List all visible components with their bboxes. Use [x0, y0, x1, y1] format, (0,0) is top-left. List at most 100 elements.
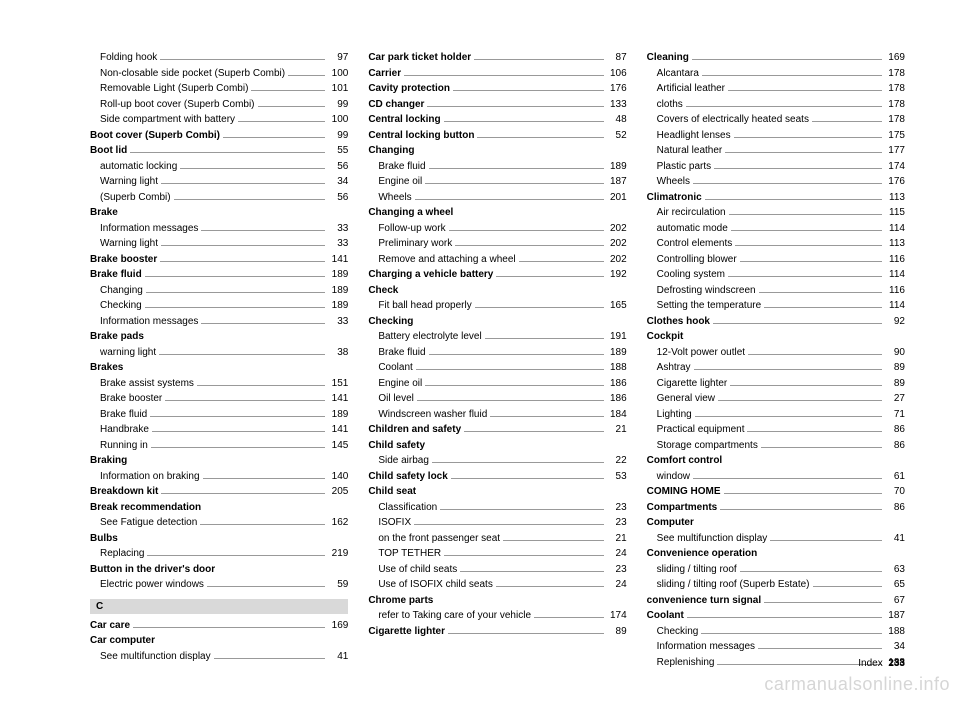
- index-entry-label: Non-closable side pocket (Superb Combi): [100, 66, 285, 82]
- leader-line: [160, 257, 325, 262]
- index-entry-page: 33: [328, 221, 348, 237]
- index-entry-label: Clothes hook: [647, 314, 710, 330]
- index-entry-label: Warning light: [100, 236, 158, 252]
- leader-line: [444, 551, 604, 556]
- index-entry-page: 184: [607, 407, 627, 423]
- index-entry: Button in the driver's door: [90, 562, 348, 578]
- leader-line: [686, 102, 882, 107]
- index-entry-page: 41: [885, 531, 905, 547]
- index-entry-label: Replenishing: [657, 655, 715, 671]
- index-entry-page: 176: [885, 174, 905, 190]
- index-entry-label: Brake fluid: [90, 267, 142, 283]
- leader-line: [451, 474, 604, 479]
- index-entry-label: Break recommendation: [90, 500, 201, 516]
- index-entry-page: 67: [885, 593, 905, 609]
- leader-line: [740, 567, 882, 572]
- index-entry-label: Cleaning: [647, 50, 689, 66]
- index-entry-page: 140: [328, 469, 348, 485]
- index-entry: Brakes: [90, 360, 348, 376]
- index-entry: See Fatigue detection162: [90, 515, 348, 531]
- index-entry: sliding / tilting roof63: [647, 562, 905, 578]
- index-entry: Brake fluid189: [90, 267, 348, 283]
- index-entry-label: window: [657, 469, 690, 485]
- index-entry: Car care169: [90, 618, 348, 634]
- leader-line: [764, 598, 882, 603]
- index-entry-label: cloths: [657, 97, 683, 113]
- index-entry-page: 189: [328, 298, 348, 314]
- index-entry-label: Replacing: [100, 546, 144, 562]
- index-entry-label: COMING HOME: [647, 484, 721, 500]
- index-entry: Central locking button52: [368, 128, 626, 144]
- index-entry-page: 189: [328, 283, 348, 299]
- index-entry: See multifunction display41: [647, 531, 905, 547]
- index-entry-page: 52: [607, 128, 627, 144]
- index-entry-page: 174: [885, 159, 905, 175]
- leader-line: [813, 582, 882, 587]
- index-entry-label: Compartments: [647, 500, 718, 516]
- index-entry: Control elements113: [647, 236, 905, 252]
- index-entry-label: Handbrake: [100, 422, 149, 438]
- index-entry-page: 114: [885, 267, 905, 283]
- index-entry-page: 133: [607, 97, 627, 113]
- index-entry-label: 12-Volt power outlet: [657, 345, 745, 361]
- index-entry: Check: [368, 283, 626, 299]
- leader-line: [151, 443, 326, 448]
- index-entry: Chrome parts: [368, 593, 626, 609]
- index-entry-label: Car park ticket holder: [368, 50, 471, 66]
- index-entry: Child seat: [368, 484, 626, 500]
- index-entry: Changing a wheel: [368, 205, 626, 221]
- index-entry-page: 89: [885, 360, 905, 376]
- leader-line: [417, 396, 604, 401]
- index-entry: Computer: [647, 515, 905, 531]
- index-entry-label: Use of child seats: [378, 562, 457, 578]
- index-entry-label: Battery electrolyte level: [378, 329, 481, 345]
- leader-line: [735, 241, 882, 246]
- index-entry-label: See Fatigue detection: [100, 515, 197, 531]
- index-entry-page: 219: [328, 546, 348, 562]
- index-entry-label: convenience turn signal: [647, 593, 761, 609]
- index-entry: ISOFIX23: [368, 515, 626, 531]
- leader-line: [496, 272, 603, 277]
- index-entry: Setting the temperature114: [647, 298, 905, 314]
- index-entry: Child safety lock 53: [368, 469, 626, 485]
- index-entry: Cigarette lighter89: [368, 624, 626, 640]
- index-entry-page: 90: [885, 345, 905, 361]
- index-entry-label: Brake: [90, 205, 118, 221]
- leader-line: [203, 474, 326, 479]
- index-entry-label: Child safety lock: [368, 469, 447, 485]
- index-entry-page: 186: [607, 376, 627, 392]
- index-entry: Carrier106: [368, 66, 626, 82]
- index-entry-page: 71: [885, 407, 905, 423]
- leader-line: [214, 654, 326, 659]
- index-entry: Clothes hook92: [647, 314, 905, 330]
- leader-line: [702, 71, 882, 76]
- index-entry: Charging a vehicle battery192: [368, 267, 626, 283]
- index-entry-label: Checking: [657, 624, 699, 640]
- index-entry-page: 113: [885, 190, 905, 206]
- index-entry-label: Charging a vehicle battery: [368, 267, 493, 283]
- index-entry-page: 169: [885, 50, 905, 66]
- leader-line: [152, 427, 325, 432]
- index-entry-label: Wheels: [657, 174, 690, 190]
- index-entry-page: 89: [607, 624, 627, 640]
- index-entry-label: sliding / tilting roof: [657, 562, 737, 578]
- leader-line: [759, 288, 882, 293]
- index-entry-label: Children and safety: [368, 422, 461, 438]
- index-page: Folding hook97Non-closable side pocket (…: [0, 0, 960, 700]
- index-entry-page: 175: [885, 128, 905, 144]
- index-entry: Oil level186: [368, 391, 626, 407]
- index-entry-page: 178: [885, 97, 905, 113]
- index-entry: automatic mode114: [647, 221, 905, 237]
- index-entry-label: Running in: [100, 438, 148, 454]
- index-entry-label: Carrier: [368, 66, 401, 82]
- index-entry-page: 53: [607, 469, 627, 485]
- index-entry: Running in 145: [90, 438, 348, 454]
- index-entry-label: Engine oil: [378, 376, 422, 392]
- index-entry: Brake fluid189: [90, 407, 348, 423]
- index-entry-label: Brakes: [90, 360, 123, 376]
- index-entry-label: Convenience operation: [647, 546, 758, 562]
- index-entry: Artificial leather178: [647, 81, 905, 97]
- index-entry-page: 145: [328, 438, 348, 454]
- index-entry: Lighting71: [647, 407, 905, 423]
- index-entry-label: Roll-up boot cover (Superb Combi): [100, 97, 255, 113]
